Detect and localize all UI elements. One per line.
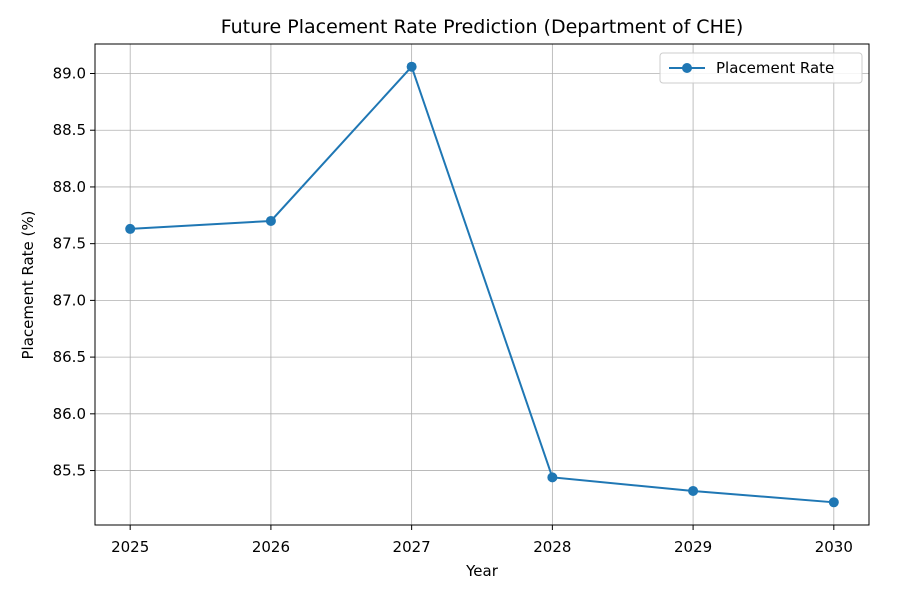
x-tick-label: 2028 xyxy=(533,538,571,556)
y-tick-label: 88.5 xyxy=(53,121,86,139)
legend: Placement Rate xyxy=(659,52,863,84)
y-tick-label: 87.5 xyxy=(53,235,86,253)
series-placement-rate xyxy=(125,61,839,508)
plot-frame xyxy=(94,43,870,526)
y-tick-label: 88.0 xyxy=(53,178,86,196)
x-tick-label: 2025 xyxy=(111,538,149,556)
y-axis-label: Placement Rate (%) xyxy=(19,211,37,360)
legend-label: Placement Rate xyxy=(716,59,834,77)
chart-title: Future Placement Rate Prediction (Depart… xyxy=(221,16,744,38)
x-tick-label: 2030 xyxy=(815,538,853,556)
y-tick-label: 89.0 xyxy=(53,64,86,82)
y-tick-label: 86.5 xyxy=(53,348,86,366)
axis-ticks: 2025 2026 2027 2028 2029 2030 85.5 86.0 86.5 87.0… xyxy=(53,64,853,556)
x-tick-label: 2026 xyxy=(252,538,290,556)
data-point xyxy=(828,497,839,508)
data-point xyxy=(547,472,558,483)
y-tick-label: 87.0 xyxy=(53,291,86,309)
legend-box xyxy=(659,52,863,84)
y-tick-label: 85.5 xyxy=(53,462,86,480)
legend-marker-swatch xyxy=(682,63,692,73)
x-axis-label: Year xyxy=(465,562,499,580)
data-point xyxy=(125,223,136,234)
x-tick-label: 2029 xyxy=(674,538,712,556)
data-point xyxy=(406,61,417,72)
y-tick-label: 86.0 xyxy=(53,405,86,423)
data-point xyxy=(688,485,699,496)
x-tick-label: 2027 xyxy=(393,538,431,556)
data-point xyxy=(265,215,276,226)
series-line xyxy=(130,64,834,504)
